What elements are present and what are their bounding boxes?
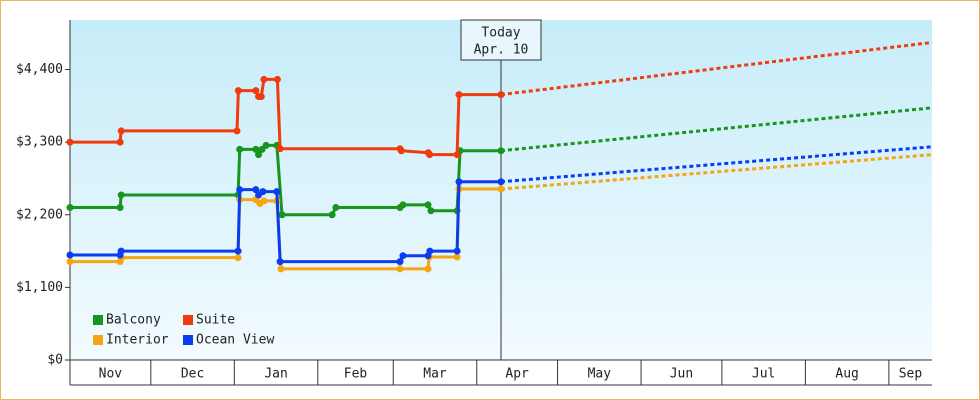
x-tick-label: May xyxy=(588,367,612,382)
point xyxy=(252,186,260,194)
x-tick-label: Dec xyxy=(181,367,204,382)
point xyxy=(426,247,434,255)
series-line xyxy=(70,77,501,157)
point xyxy=(116,203,124,211)
y-tick-label: $0 xyxy=(47,353,63,368)
point xyxy=(273,188,281,196)
point xyxy=(66,138,74,146)
legend-label: Balcony xyxy=(106,313,161,328)
legend-swatch xyxy=(183,335,193,345)
y-tick-label: $3,300 xyxy=(16,135,63,150)
point xyxy=(424,201,432,209)
point xyxy=(236,145,244,153)
y-tick-label: $2,200 xyxy=(16,207,63,222)
x-tick-label: Feb xyxy=(344,367,368,382)
x-tick-label: Nov xyxy=(99,367,123,382)
legend-swatch xyxy=(93,335,103,345)
point xyxy=(117,191,125,199)
point xyxy=(278,211,286,219)
point xyxy=(252,87,260,95)
point xyxy=(497,185,505,193)
point xyxy=(453,253,461,261)
point xyxy=(257,93,265,101)
x-tick-label: Apr xyxy=(505,367,529,382)
point xyxy=(255,151,263,159)
x-tick-label: Jun xyxy=(670,367,693,382)
point xyxy=(399,252,407,260)
legend-label: Suite xyxy=(196,313,235,328)
point xyxy=(332,203,340,211)
point xyxy=(234,254,242,262)
x-tick-label: Jul xyxy=(752,367,775,382)
point xyxy=(277,265,285,273)
point xyxy=(66,258,74,266)
point xyxy=(453,247,461,255)
point xyxy=(426,151,434,159)
point xyxy=(427,207,435,215)
point xyxy=(273,75,281,83)
legend-label: Ocean View xyxy=(196,333,274,348)
point xyxy=(396,258,404,266)
point xyxy=(66,251,74,259)
x-tick-label: Aug xyxy=(835,367,858,382)
point xyxy=(259,188,267,196)
point xyxy=(453,151,461,159)
forecast-line xyxy=(500,145,933,184)
point xyxy=(116,138,124,146)
forecast-line xyxy=(500,153,933,191)
series-line xyxy=(70,187,501,271)
point xyxy=(276,145,284,153)
x-tick-label: Jan xyxy=(264,367,287,382)
point xyxy=(424,265,432,273)
point xyxy=(117,127,125,135)
point xyxy=(497,178,505,186)
x-tick-label: Mar xyxy=(423,367,447,382)
point xyxy=(234,247,242,255)
point xyxy=(497,147,505,155)
legend-swatch xyxy=(93,315,103,325)
point xyxy=(262,141,270,149)
point xyxy=(252,145,260,153)
point xyxy=(234,87,242,95)
legend-label: Interior xyxy=(106,333,169,348)
point xyxy=(276,258,284,266)
today-label: Today xyxy=(481,26,520,41)
point xyxy=(236,186,244,194)
point xyxy=(399,201,407,209)
point xyxy=(455,91,463,99)
forecast-line xyxy=(500,106,933,153)
point xyxy=(233,127,241,135)
point xyxy=(396,265,404,273)
point xyxy=(497,91,505,99)
point xyxy=(66,203,74,211)
point xyxy=(397,147,405,155)
point xyxy=(328,211,336,219)
legend-swatch xyxy=(183,315,193,325)
point xyxy=(260,197,268,205)
x-tick-label: Sep xyxy=(899,367,923,382)
y-tick-label: $1,100 xyxy=(16,280,63,295)
today-label: Apr. 10 xyxy=(474,43,529,58)
point xyxy=(117,247,125,255)
today-box xyxy=(460,19,542,61)
y-tick-label: $4,400 xyxy=(16,62,63,77)
point xyxy=(260,75,268,83)
point xyxy=(455,178,463,186)
forecast-line xyxy=(500,40,933,97)
